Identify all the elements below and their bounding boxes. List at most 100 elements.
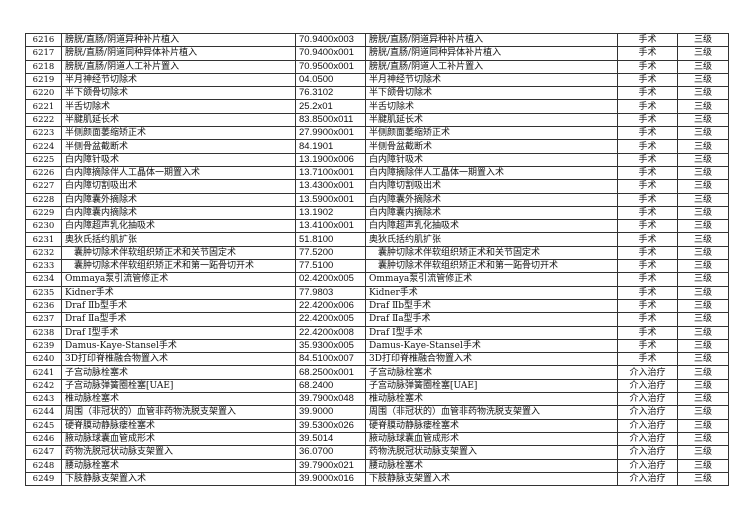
procedure-name-cell: Draf Ⅰ型手术: [61, 325, 296, 340]
row-number-cell: 6230: [25, 219, 62, 234]
procedure-code-cell: 39.5300x026: [295, 418, 366, 433]
procedure-code-cell: 70.9400x001: [295, 46, 366, 61]
procedure-level-cell: 三级: [677, 32, 729, 48]
table-row: 6249 下肢静脉支架置入术 39.9000x016 下肢静脉支架置入术 介入治疗 三级: [25, 471, 729, 487]
procedure-name-cell: 下肢静脉支架置入术: [61, 471, 296, 487]
procedure-level-cell: 三级: [677, 46, 729, 61]
table-row: 6223 半侧颜面萎缩矫正术 27.9900x001 半侧颜面萎缩矫正术 手术 三级: [25, 126, 729, 141]
procedure-name-repeat-cell: 白内障囊外摘除术: [365, 192, 618, 207]
procedure-name-repeat-cell: 半月神经节切除术: [365, 72, 618, 88]
table-row: 6238 Draf Ⅰ型手术 22.4200x008 Draf Ⅰ型手术 手术 三级: [25, 325, 729, 340]
procedure-code-cell: 13.7100x001: [295, 165, 366, 181]
row-number-cell: 6240: [25, 352, 62, 367]
procedure-type-cell: 手术: [617, 325, 678, 340]
table-row: 6241 子宫动脉栓塞术 68.2500x001 子宫动脉栓塞术 介入治疗 三级: [25, 365, 729, 380]
procedure-code-cell: 13.1900x006: [295, 152, 366, 167]
procedure-level-cell: 三级: [677, 298, 729, 314]
procedure-level-cell: 三级: [677, 192, 729, 207]
procedure-code-cell: 77.9803: [295, 285, 366, 300]
procedure-type-cell: 手术: [617, 312, 678, 327]
table-row: 6227 白内障切割吸出术 13.4300x001 白内障切割吸出术 手术 三级: [25, 179, 729, 194]
procedure-name-cell: Draf Ⅱb型手术: [61, 298, 296, 314]
procedure-name-repeat-cell: 白内障摘除伴人工晶体一期置入术: [365, 165, 618, 181]
table-row: 6222 半腱肌延长术 83.8500x011 半腱肌延长术 手术 三级: [25, 112, 729, 128]
procedure-level-cell: 三级: [677, 431, 729, 447]
procedure-name-cell: Damus-Kaye-Stansel手术: [61, 338, 296, 354]
procedure-name-cell: 白内障超声乳化抽吸术: [61, 219, 296, 234]
procedure-type-cell: 介入治疗: [617, 418, 678, 433]
row-number-cell: 6233: [25, 259, 62, 274]
table-row: 6217 膀胱/直肠/阴道同种异体补片植入 70.9400x001 膀胱/直肠/阴道同…: [25, 46, 729, 61]
procedure-level-cell: 三级: [677, 392, 729, 407]
procedure-level-cell: 三级: [677, 232, 729, 247]
procedure-type-cell: 手术: [617, 259, 678, 274]
row-number-cell: 6232: [25, 245, 62, 261]
procedure-level-cell: 三级: [677, 405, 729, 420]
procedure-name-repeat-cell: 白内障超声乳化抽吸术: [365, 219, 618, 234]
procedure-code-cell: 13.4300x001: [295, 179, 366, 194]
procedure-name-repeat-cell: 腰动脉栓塞术: [365, 458, 618, 473]
row-number-cell: 6249: [25, 471, 62, 487]
procedure-code-cell: 76.3102: [295, 86, 366, 101]
procedure-type-cell: 介入治疗: [617, 392, 678, 407]
procedure-level-cell: 三级: [677, 445, 729, 460]
table-row: 6221 半舌切除术 25.2x01 半舌切除术 手术 三级: [25, 99, 729, 114]
row-number-cell: 6241: [25, 365, 62, 380]
procedure-type-cell: 手术: [617, 152, 678, 167]
procedure-name-cell: 3D打印脊椎融合物置入术: [61, 352, 296, 367]
table-row: 6240 3D打印脊椎融合物置入术 84.5100x007 3D打印脊椎融合物置入术手…: [25, 352, 729, 367]
procedure-type-cell: 手术: [617, 32, 678, 48]
row-number-cell: 6238: [25, 325, 62, 340]
procedure-code-cell: 39.7900x048: [295, 392, 366, 407]
row-number-cell: 6243: [25, 392, 62, 407]
procedure-level-cell: 三级: [677, 418, 729, 433]
procedure-level-cell: 三级: [677, 86, 729, 101]
procedure-name-repeat-cell: Draf Ⅱb型手术: [365, 298, 618, 314]
table-row: 6231 奥狄氏括约肌扩张 51.8100 奥狄氏括约肌扩张 手术 三级: [25, 232, 729, 247]
table-row: 6246 腋动脉球囊血管成形术 39.5014 腋动脉球囊血管成形术 介入治疗 三级: [25, 431, 729, 447]
procedure-code-cell: 68.2400: [295, 378, 366, 394]
procedure-level-cell: 三级: [677, 99, 729, 114]
procedure-name-repeat-cell: 下肢静脉支架置入术: [365, 471, 618, 487]
procedure-type-cell: 手术: [617, 352, 678, 367]
row-number-cell: 6217: [25, 46, 62, 61]
procedure-name-cell: 周围（非冠状的）血管非药物洗脱支架置入: [61, 405, 296, 420]
table-row: 6218 膀胱/直肠/阴道人工补片置入 70.9500x001 膀胱/直肠/阴道人工补…: [25, 59, 729, 74]
row-number-cell: 6242: [25, 378, 62, 394]
row-number-cell: 6244: [25, 405, 62, 420]
procedure-name-cell: 半侧骨盆截断术: [61, 139, 296, 154]
row-number-cell: 6237: [25, 312, 62, 327]
procedure-level-cell: 三级: [677, 112, 729, 128]
table-row: 6232 囊肿切除术伴软组织矫正术和关节固定术 77.5200 囊肿切除术伴软组织矫正…: [25, 245, 729, 261]
procedure-type-cell: 手术: [617, 245, 678, 261]
row-number-cell: 6218: [25, 59, 62, 74]
procedure-table: 6216 膀胱/直肠/阴道异种补片植入 70.9400x003 膀胱/直肠/阴道异种补…: [25, 32, 729, 487]
procedure-type-cell: 介入治疗: [617, 471, 678, 487]
table-row: 6243 椎动脉栓塞术 39.7900x048 椎动脉栓塞术 介入治疗 三级: [25, 392, 729, 407]
procedure-type-cell: 介入治疗: [617, 365, 678, 380]
procedure-name-cell: 半下颌骨切除术: [61, 86, 296, 101]
procedure-level-cell: 三级: [677, 272, 729, 287]
procedure-type-cell: 介入治疗: [617, 405, 678, 420]
procedure-name-cell: 膀胱/直肠/阴道人工补片置入: [61, 59, 296, 74]
procedure-name-repeat-cell: 白内障针吸术: [365, 152, 618, 167]
procedure-code-cell: 13.4100x001: [295, 219, 366, 234]
procedure-code-cell: 70.9400x003: [295, 32, 366, 48]
row-number-cell: 6223: [25, 126, 62, 141]
procedure-code-cell: 13.1902: [295, 205, 366, 221]
procedure-type-cell: 手术: [617, 192, 678, 207]
procedure-level-cell: 三级: [677, 471, 729, 487]
table-row: 6228 白内障囊外摘除术 13.5900x001 白内障囊外摘除术 手术 三级: [25, 192, 729, 207]
row-number-cell: 6235: [25, 285, 62, 300]
procedure-name-repeat-cell: 膀胱/直肠/阴道异种补片植入: [365, 32, 618, 48]
procedure-name-repeat-cell: 药物洗脱冠状动脉支架置入: [365, 445, 618, 460]
procedure-name-repeat-cell: 囊肿切除术伴软组织矫正术和关节固定术: [365, 245, 618, 261]
procedure-code-cell: 77.5200: [295, 245, 366, 261]
procedure-code-cell: 04.0500: [295, 72, 366, 88]
procedure-name-repeat-cell: 膀胱/直肠/阴道人工补片置入: [365, 59, 618, 74]
procedure-name-cell: 椎动脉栓塞术: [61, 392, 296, 407]
procedure-name-cell: 硬脊膜动静脉瘘栓塞术: [61, 418, 296, 433]
procedure-name-repeat-cell: 半舌切除术: [365, 99, 618, 114]
procedure-code-cell: 35.9300x005: [295, 338, 366, 354]
procedure-name-cell: Kidner手术: [61, 285, 296, 300]
